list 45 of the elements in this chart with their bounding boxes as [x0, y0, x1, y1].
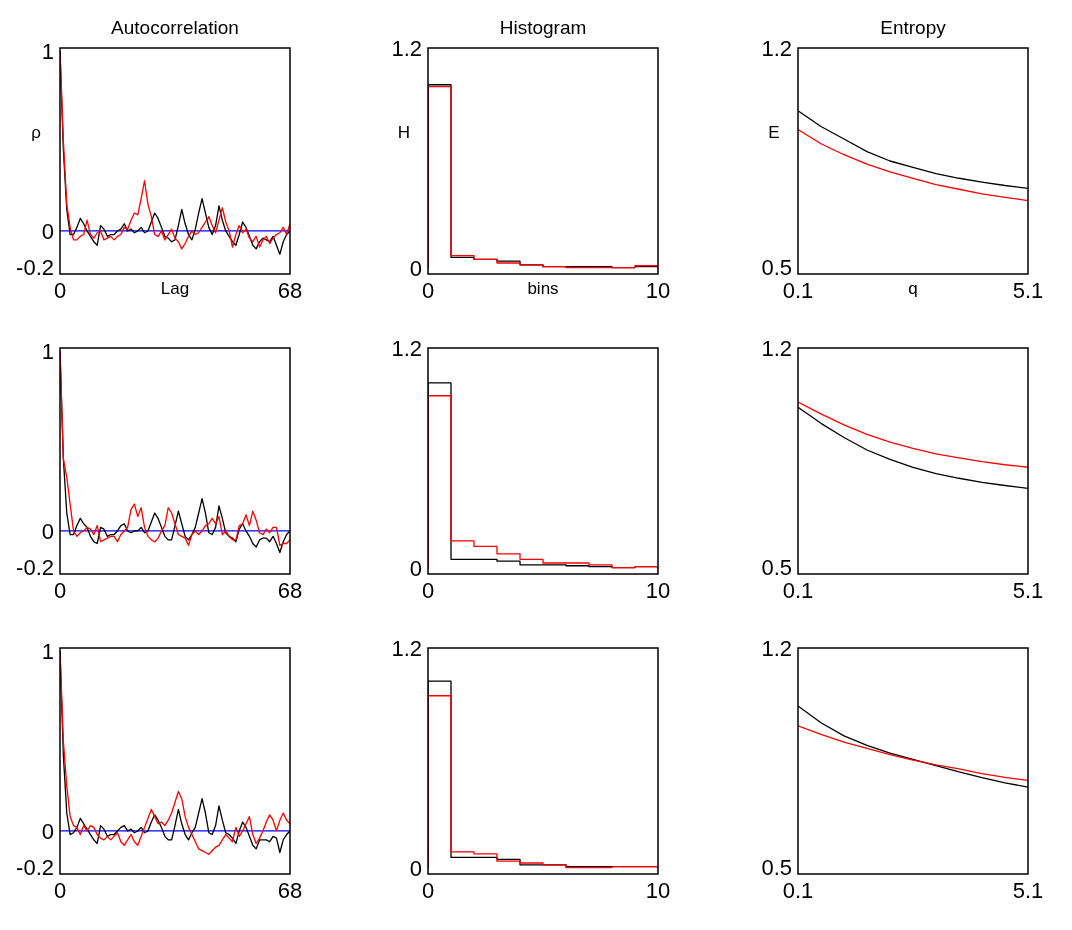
y-tick-label: -0.2 [16, 854, 54, 880]
x-tick-label: 68 [277, 878, 303, 903]
x-tick-label: 0.1 [782, 278, 814, 303]
chart-title: Entropy [880, 17, 947, 38]
y-tick-label: 0.5 [761, 255, 792, 281]
chart-title: Autocorrelation [111, 17, 239, 38]
line-series [798, 401, 1028, 468]
y-axis-title: E [768, 123, 780, 143]
y-tick-label: 0 [41, 518, 54, 544]
y-tick-label: 1.2 [391, 35, 422, 61]
chart-title: Histogram [499, 17, 587, 38]
y-tick-label: 0 [41, 218, 54, 244]
x-tick-label: 68 [277, 578, 303, 603]
y-axis-title: H [397, 123, 411, 143]
y-axis-title: ρ [31, 123, 41, 143]
y-tick-label: 0 [409, 256, 422, 282]
y-tick-label: 0 [409, 856, 422, 882]
x-tick-label: 10 [645, 878, 671, 903]
x-tick-label: 68 [277, 278, 303, 303]
y-tick-label: 1.2 [761, 35, 792, 61]
line-series [798, 128, 1028, 202]
y-tick-label: 1.2 [761, 335, 792, 361]
y-tick-label: 0.5 [761, 555, 792, 581]
y-tick-label: 1 [41, 39, 54, 65]
x-tick-label: 0.1 [782, 578, 814, 603]
y-tick-label: 1 [41, 639, 54, 665]
y-tick-label: 1.2 [391, 635, 422, 661]
y-tick-label: 0 [41, 818, 54, 844]
x-tick-label: 0.1 [782, 878, 814, 903]
y-tick-label: -0.2 [16, 254, 54, 280]
x-axis-title: Lag [160, 279, 190, 298]
y-tick-label: -0.2 [16, 554, 54, 580]
x-tick-label: 10 [645, 578, 671, 603]
y-tick-label: 1 [41, 339, 54, 365]
x-tick-label: 5.1 [1012, 878, 1044, 903]
x-axis-title: bins [527, 279, 559, 298]
x-axis-title: q [908, 279, 918, 298]
x-tick-label: 10 [645, 278, 671, 303]
line-series [798, 725, 1028, 782]
y-tick-label: 1.2 [391, 335, 422, 361]
x-tick-label: 5.1 [1012, 578, 1044, 603]
x-tick-label: 5.1 [1012, 278, 1044, 303]
y-tick-label: 0.5 [761, 855, 792, 881]
y-tick-label: 1.2 [761, 635, 792, 661]
y-tick-label: 0 [409, 556, 422, 582]
